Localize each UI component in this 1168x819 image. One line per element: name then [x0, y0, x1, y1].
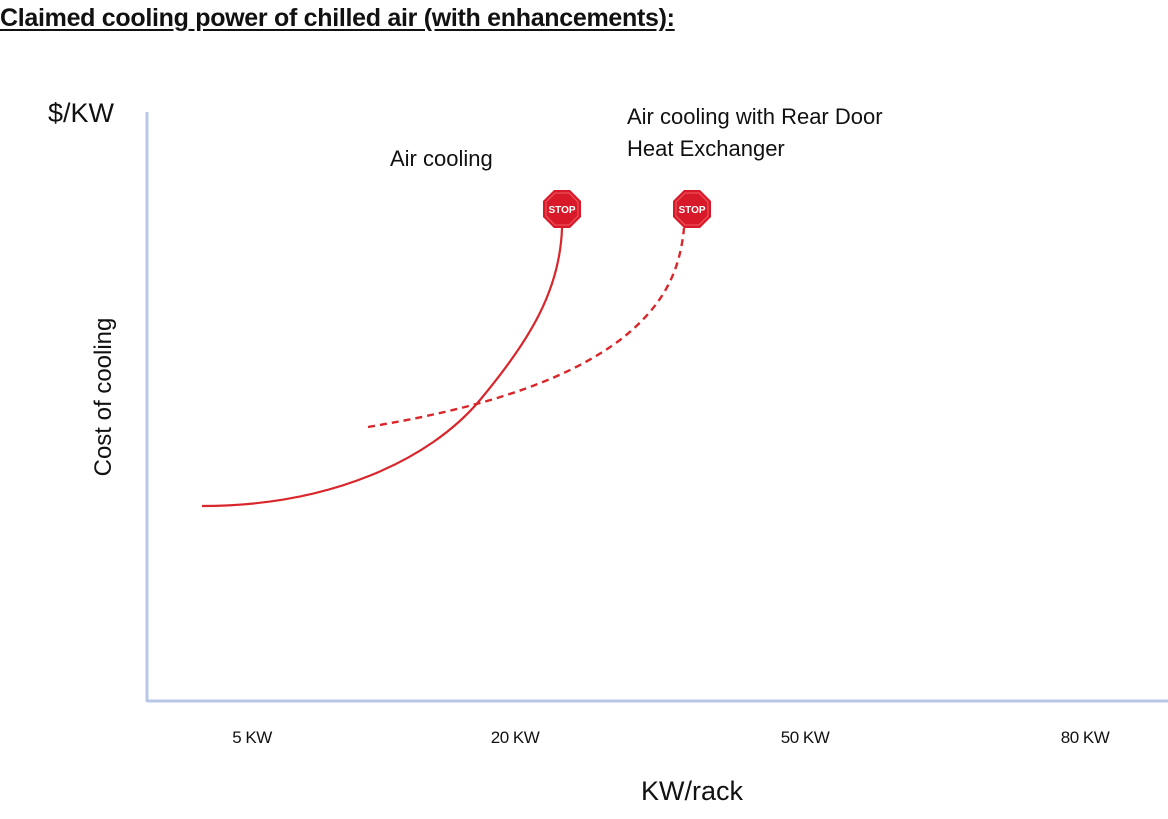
- stop-sign-icon: STOP: [673, 190, 711, 228]
- x-tick-20kw: 20 KW: [490, 728, 540, 747]
- x-tick-80kw: 80 KW: [1060, 728, 1110, 747]
- x-tick-5kw: 5 KW: [232, 728, 272, 747]
- x-axis-label: KW/rack: [640, 776, 744, 806]
- series-label-air-cooling: Air cooling: [390, 146, 493, 171]
- stop-sign-icon: STOP: [543, 190, 581, 228]
- x-tick-50kw: 50 KW: [780, 728, 830, 747]
- rdhx-curve: [367, 227, 686, 429]
- svg-text:STOP: STOP: [548, 205, 575, 216]
- series-label-rdhx-line1: Air cooling with Rear Door: [627, 104, 883, 129]
- series-label-rdhx-line2: Heat Exchanger: [627, 136, 785, 161]
- chart-title: Claimed cooling power of chilled air (wi…: [0, 4, 675, 32]
- svg-text:STOP: STOP: [678, 205, 705, 216]
- air-cooling-curve: [201, 227, 564, 508]
- y-axis-unit: $/KW: [48, 98, 115, 128]
